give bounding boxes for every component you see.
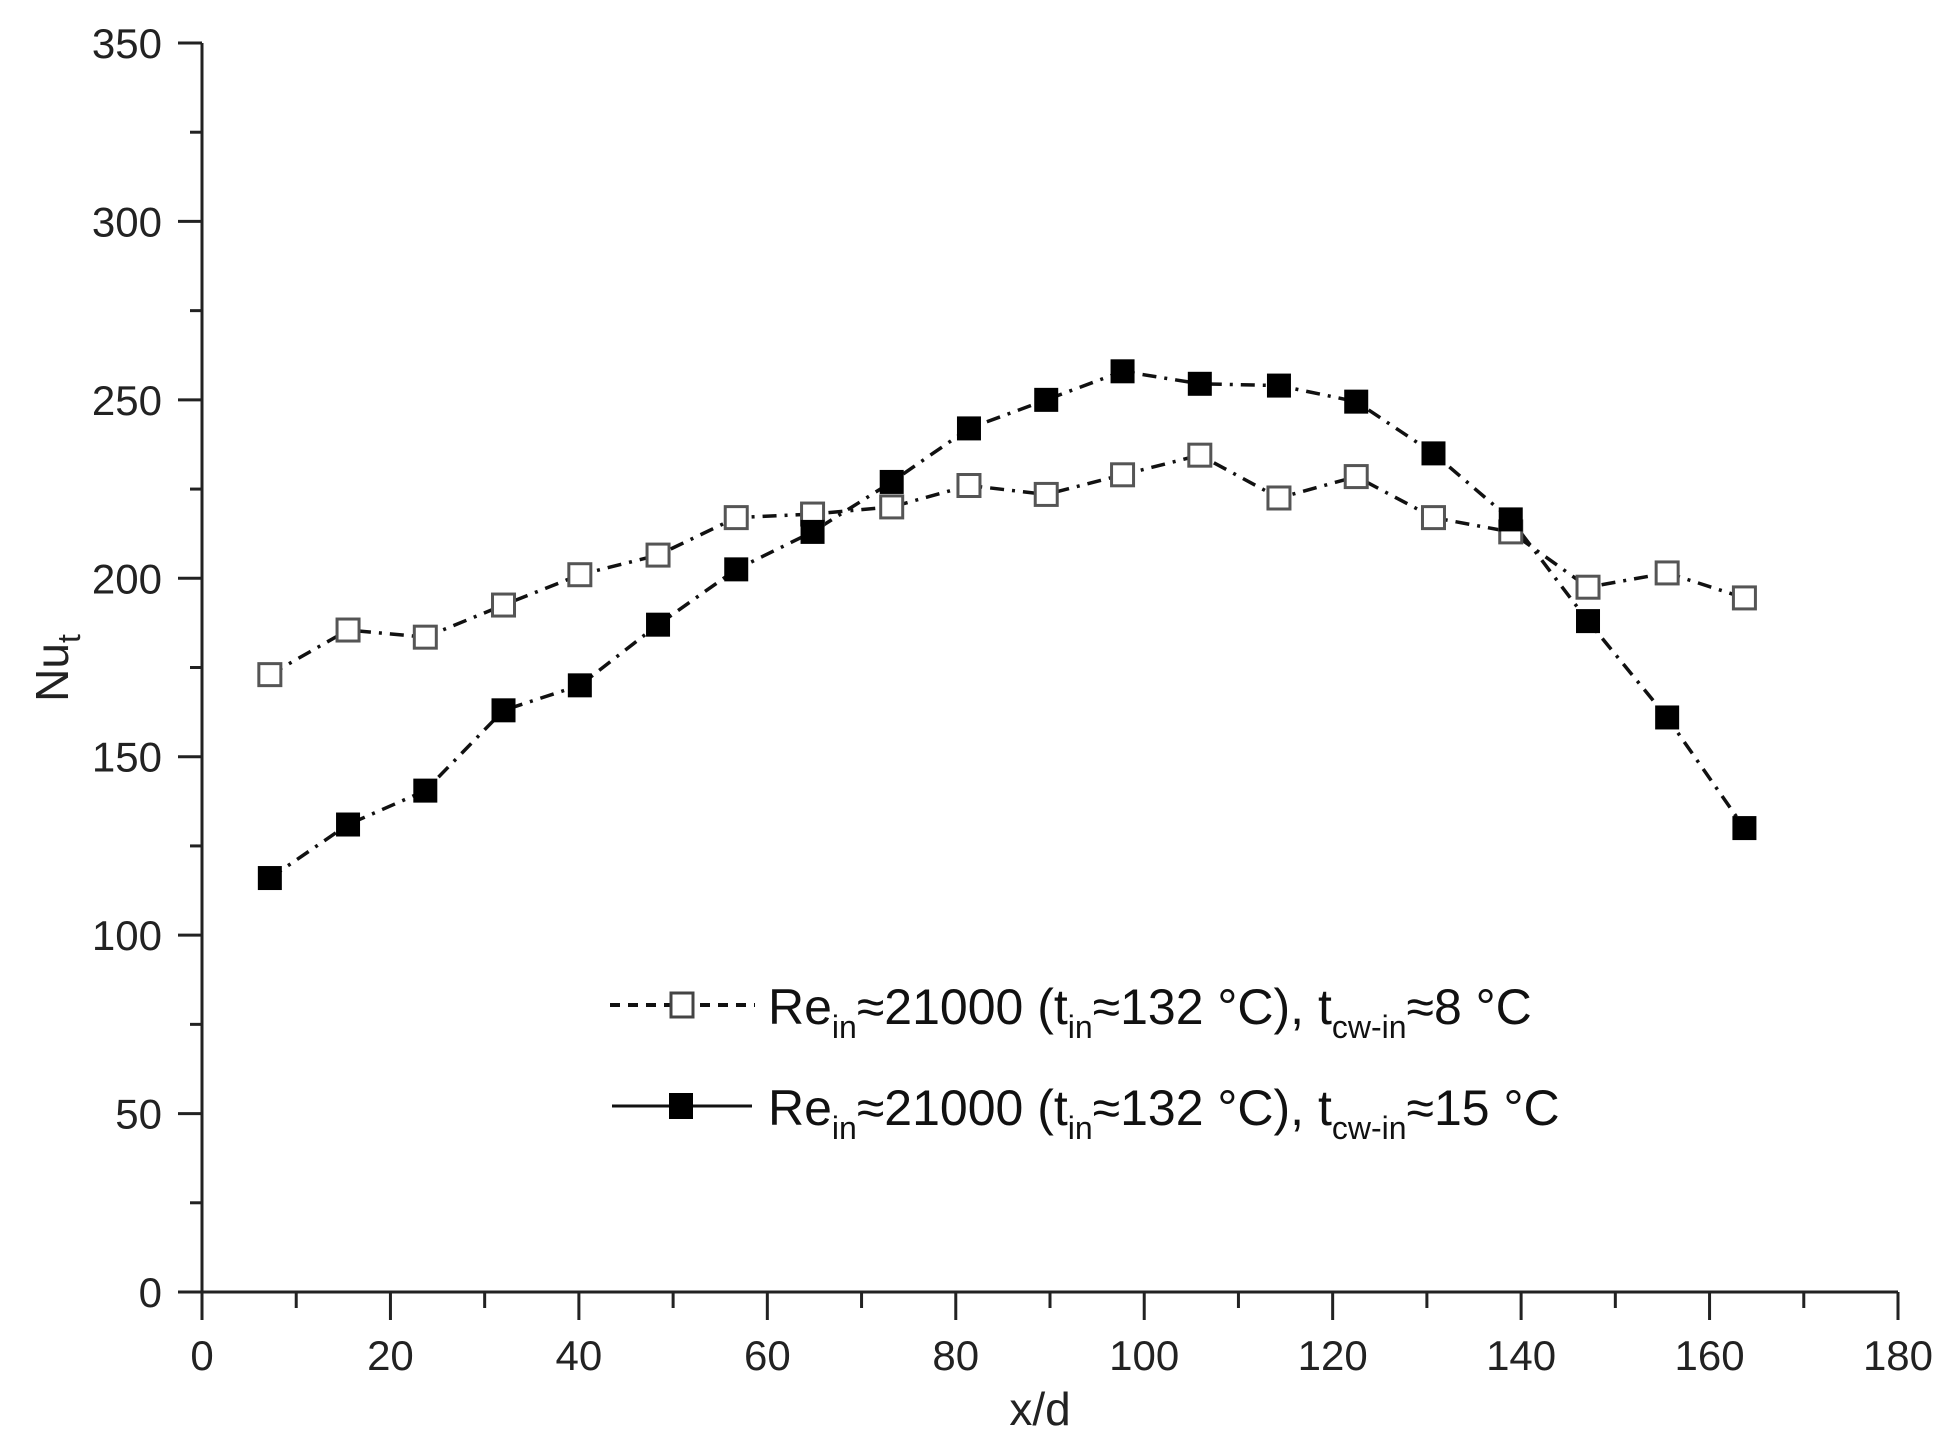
filled-square-marker-icon <box>491 698 516 723</box>
y-tick-label: 200 <box>92 555 162 602</box>
open-square-marker-icon <box>1420 505 1446 531</box>
open-square-marker-icon <box>1187 442 1213 468</box>
y-tick-label: 300 <box>92 198 162 245</box>
data-series <box>257 359 1757 891</box>
y-tick-label: 150 <box>92 734 162 781</box>
filled-square-marker-icon <box>1110 359 1135 384</box>
filled-square-marker-icon <box>567 673 592 698</box>
x-tick-label: 180 <box>1863 1332 1933 1379</box>
filled-square-marker-icon <box>413 778 438 803</box>
open-square-marker-icon <box>1343 464 1369 490</box>
x-tick-label: 100 <box>1109 1332 1179 1379</box>
x-tick-label: 60 <box>744 1332 791 1379</box>
y-tick-label: 250 <box>92 377 162 424</box>
y-tick-label: 0 <box>139 1269 162 1316</box>
open-square-marker-icon <box>491 592 517 618</box>
x-tick-label: 140 <box>1486 1332 1556 1379</box>
open-square-marker-icon <box>335 617 361 643</box>
open-square-marker-icon <box>1654 560 1680 586</box>
y-tick-label: 350 <box>92 20 162 67</box>
legend: Rein≈21000 (tin≈132 °C), tcw-in≈8 °C Rei… <box>610 979 1560 1146</box>
x-tick-label: 80 <box>932 1332 979 1379</box>
x-axis-title: x/d <box>1009 1383 1070 1435</box>
filled-square-marker-icon <box>724 557 749 582</box>
axes: 0 20 40 60 80 100 120 140 160 180 0 50 100 150 200 250 3… <box>92 20 1933 1379</box>
filled-square-marker-icon <box>1576 609 1601 634</box>
open-square-marker-icon <box>257 662 283 688</box>
x-tick-label: 0 <box>190 1332 213 1379</box>
open-square-marker-icon <box>669 991 695 1019</box>
open-square-marker-icon <box>1266 485 1292 511</box>
open-square-marker-icon <box>1575 574 1601 600</box>
open-square-marker-icon <box>412 624 438 650</box>
filled-square-marker-icon <box>1344 389 1369 414</box>
series-line-1 <box>268 453 1745 677</box>
open-square-marker-icon <box>956 473 982 499</box>
filled-square-marker-icon <box>879 469 904 494</box>
open-square-marker-icon <box>1110 462 1136 488</box>
filled-square-marker-icon <box>1034 387 1059 412</box>
filled-square-marker-icon <box>1498 507 1523 532</box>
filled-square-marker-icon <box>800 519 825 544</box>
filled-square-marker-icon <box>669 1093 693 1119</box>
y-axis-title: Nut <box>26 634 87 702</box>
filled-square-marker-icon <box>257 866 282 891</box>
x-tick-label: 120 <box>1298 1332 1368 1379</box>
series-line-2 <box>268 369 1746 880</box>
open-square-marker-icon <box>723 505 749 531</box>
svg-text:Rein≈21000 (tin≈132 °C), tcw-i: Rein≈21000 (tin≈132 °C), tcw-in≈15 °C <box>768 1080 1560 1146</box>
y-tick-label: 100 <box>92 912 162 959</box>
legend-item-8C: Rein≈21000 (tin≈132 °C), tcw-in≈8 °C <box>610 979 1532 1045</box>
y-tick-label: 50 <box>115 1091 162 1138</box>
svg-text:Rein≈21000 (tin≈132 °C), tcw-i: Rein≈21000 (tin≈132 °C), tcw-in≈8 °C <box>768 979 1532 1045</box>
x-tick-label: 20 <box>367 1332 414 1379</box>
open-square-marker-icon <box>1033 481 1059 507</box>
filled-square-marker-icon <box>336 812 361 837</box>
filled-square-marker-icon <box>1732 816 1757 841</box>
open-square-marker-icon <box>1731 585 1757 611</box>
open-square-marker-icon <box>879 494 905 520</box>
filled-square-marker-icon <box>956 416 981 441</box>
filled-square-marker-icon <box>1655 705 1680 730</box>
filled-square-marker-icon <box>1266 373 1291 398</box>
filled-square-marker-icon <box>646 612 671 637</box>
x-tick-label: 40 <box>556 1332 603 1379</box>
open-square-marker-icon <box>645 542 671 568</box>
legend-item-15C: Rein≈21000 (tin≈132 °C), tcw-in≈15 °C <box>612 1080 1560 1146</box>
open-square-marker-icon <box>567 562 593 588</box>
x-tick-label: 160 <box>1675 1332 1745 1379</box>
filled-square-marker-icon <box>1187 371 1212 396</box>
filled-square-marker-icon <box>1421 441 1446 466</box>
